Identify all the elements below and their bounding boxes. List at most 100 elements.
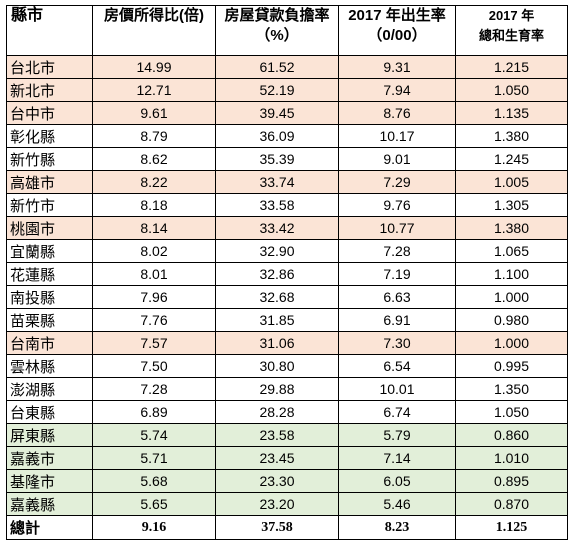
cell-mortgage-burden: 52.19: [215, 78, 339, 102]
cell-mortgage-burden: 33.42: [215, 216, 339, 240]
cell-birth-rate: 7.19: [338, 262, 456, 286]
cell-price-income-ratio: 8.62: [92, 147, 216, 171]
cell-county: 苗栗縣: [6, 308, 93, 332]
table-row: 台東縣 6.89 28.28 6.74 1.050: [6, 400, 568, 424]
cell-birth-rate: 7.14: [338, 446, 456, 470]
total-birth-rate: 8.23: [338, 515, 456, 540]
cell-birth-rate: 10.01: [338, 377, 456, 401]
cell-fertility-rate: 1.050: [455, 78, 568, 102]
cell-price-income-ratio: 5.71: [92, 446, 216, 470]
cell-fertility-rate: 0.980: [455, 308, 568, 332]
cell-county: 基隆市: [6, 469, 93, 493]
cell-county: 新北市: [6, 78, 93, 102]
cell-mortgage-burden: 23.30: [215, 469, 339, 493]
cell-fertility-rate: 1.305: [455, 193, 568, 217]
cell-county: 宜蘭縣: [6, 239, 93, 263]
table-row: 嘉義縣 5.65 23.20 5.46 0.870: [6, 492, 568, 516]
cell-birth-rate: 5.46: [338, 492, 456, 516]
cell-birth-rate: 6.63: [338, 285, 456, 309]
cell-mortgage-burden: 32.86: [215, 262, 339, 286]
cell-price-income-ratio: 8.79: [92, 124, 216, 148]
table-row: 台北市 14.99 61.52 9.31 1.215: [6, 55, 568, 79]
cell-price-income-ratio: 14.99: [92, 55, 216, 79]
cell-county: 新竹市: [6, 193, 93, 217]
cell-county: 嘉義縣: [6, 492, 93, 516]
cell-county: 台東縣: [6, 400, 93, 424]
cell-fertility-rate: 0.995: [455, 354, 568, 378]
header-tfr-line1: 2017 年: [488, 8, 535, 23]
cell-county: 台北市: [6, 55, 93, 79]
cell-fertility-rate: 1.245: [455, 147, 568, 171]
cell-price-income-ratio: 5.65: [92, 492, 216, 516]
cell-county: 高雄市: [6, 170, 93, 194]
table-row: 屏東縣 5.74 23.58 5.79 0.860: [6, 423, 568, 447]
cell-birth-rate: 10.17: [338, 124, 456, 148]
cell-county: 桃園市: [6, 216, 93, 240]
cell-county: 雲林縣: [6, 354, 93, 378]
cell-price-income-ratio: 7.28: [92, 377, 216, 401]
cell-birth-rate: 7.29: [338, 170, 456, 194]
total-price-income-ratio: 9.16: [92, 515, 216, 540]
cell-mortgage-burden: 33.58: [215, 193, 339, 217]
cell-county: 澎湖縣: [6, 377, 93, 401]
table-row: 彰化縣 8.79 36.09 10.17 1.380: [6, 124, 568, 148]
header-birth-rate: 2017 年出生率 （0/00）: [338, 5, 456, 56]
cell-mortgage-burden: 32.90: [215, 239, 339, 263]
cell-fertility-rate: 0.870: [455, 492, 568, 516]
table-footer: 總計 9.16 37.58 8.23 1.125: [6, 515, 568, 540]
cell-price-income-ratio: 7.50: [92, 354, 216, 378]
cell-birth-rate: 10.77: [338, 216, 456, 240]
cell-mortgage-burden: 31.06: [215, 331, 339, 355]
cell-price-income-ratio: 7.96: [92, 285, 216, 309]
cell-mortgage-burden: 35.39: [215, 147, 339, 171]
cell-mortgage-burden: 23.20: [215, 492, 339, 516]
cell-mortgage-burden: 31.85: [215, 308, 339, 332]
header-row: 縣市 房價所得比(倍) 房屋貸款負擔率 （%） 2017 年出生率 （0/00）…: [6, 5, 568, 56]
cell-fertility-rate: 1.000: [455, 331, 568, 355]
cell-birth-rate: 9.01: [338, 147, 456, 171]
table-row: 桃園市 8.14 33.42 10.77 1.380: [6, 216, 568, 240]
cell-price-income-ratio: 8.22: [92, 170, 216, 194]
header-birth-rate-line2: （0/00）: [367, 27, 427, 44]
cell-fertility-rate: 1.100: [455, 262, 568, 286]
cell-mortgage-burden: 28.28: [215, 400, 339, 424]
cell-county: 台南市: [6, 331, 93, 355]
header-county: 縣市: [6, 5, 93, 56]
table-row: 高雄市 8.22 33.74 7.29 1.005: [6, 170, 568, 194]
cell-birth-rate: 8.76: [338, 101, 456, 125]
cell-birth-rate: 7.30: [338, 331, 456, 355]
cell-price-income-ratio: 8.01: [92, 262, 216, 286]
cell-price-income-ratio: 5.68: [92, 469, 216, 493]
total-fertility-rate: 1.125: [455, 515, 568, 540]
cell-fertility-rate: 1.380: [455, 124, 568, 148]
cell-birth-rate: 6.91: [338, 308, 456, 332]
cell-birth-rate: 6.74: [338, 400, 456, 424]
table-row: 花蓮縣 8.01 32.86 7.19 1.100: [6, 262, 568, 286]
cell-birth-rate: 7.94: [338, 78, 456, 102]
header-mortgage-burden-line1: 房屋貸款負擔率: [224, 7, 330, 24]
header-total-fertility-rate: 2017 年 總和生育率: [455, 5, 568, 56]
cell-fertility-rate: 1.135: [455, 101, 568, 125]
cell-mortgage-burden: 23.58: [215, 423, 339, 447]
cell-mortgage-burden: 33.74: [215, 170, 339, 194]
table-row: 宜蘭縣 8.02 32.90 7.28 1.065: [6, 239, 568, 263]
county-statistics-table: 縣市 房價所得比(倍) 房屋貸款負擔率 （%） 2017 年出生率 （0/00）…: [6, 5, 568, 540]
cell-price-income-ratio: 7.57: [92, 331, 216, 355]
cell-fertility-rate: 1.380: [455, 216, 568, 240]
table-row: 台中市 9.61 39.45 8.76 1.135: [6, 101, 568, 125]
table-row: 新北市 12.71 52.19 7.94 1.050: [6, 78, 568, 102]
cell-fertility-rate: 1.050: [455, 400, 568, 424]
cell-price-income-ratio: 12.71: [92, 78, 216, 102]
header-tfr-line2: 總和生育率: [478, 28, 544, 43]
cell-birth-rate: 7.28: [338, 239, 456, 263]
cell-mortgage-burden: 39.45: [215, 101, 339, 125]
cell-birth-rate: 9.31: [338, 55, 456, 79]
header-mortgage-burden: 房屋貸款負擔率 （%）: [215, 5, 339, 56]
cell-price-income-ratio: 5.74: [92, 423, 216, 447]
cell-mortgage-burden: 30.80: [215, 354, 339, 378]
table-row: 台南市 7.57 31.06 7.30 1.000: [6, 331, 568, 355]
cell-fertility-rate: 0.895: [455, 469, 568, 493]
cell-price-income-ratio: 7.76: [92, 308, 216, 332]
table-row: 嘉義市 5.71 23.45 7.14 1.010: [6, 446, 568, 470]
cell-county: 台中市: [6, 101, 93, 125]
